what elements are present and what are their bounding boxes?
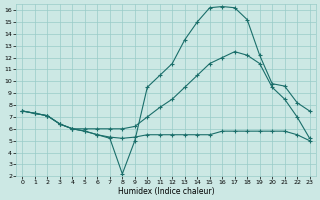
X-axis label: Humidex (Indice chaleur): Humidex (Indice chaleur) xyxy=(118,187,214,196)
